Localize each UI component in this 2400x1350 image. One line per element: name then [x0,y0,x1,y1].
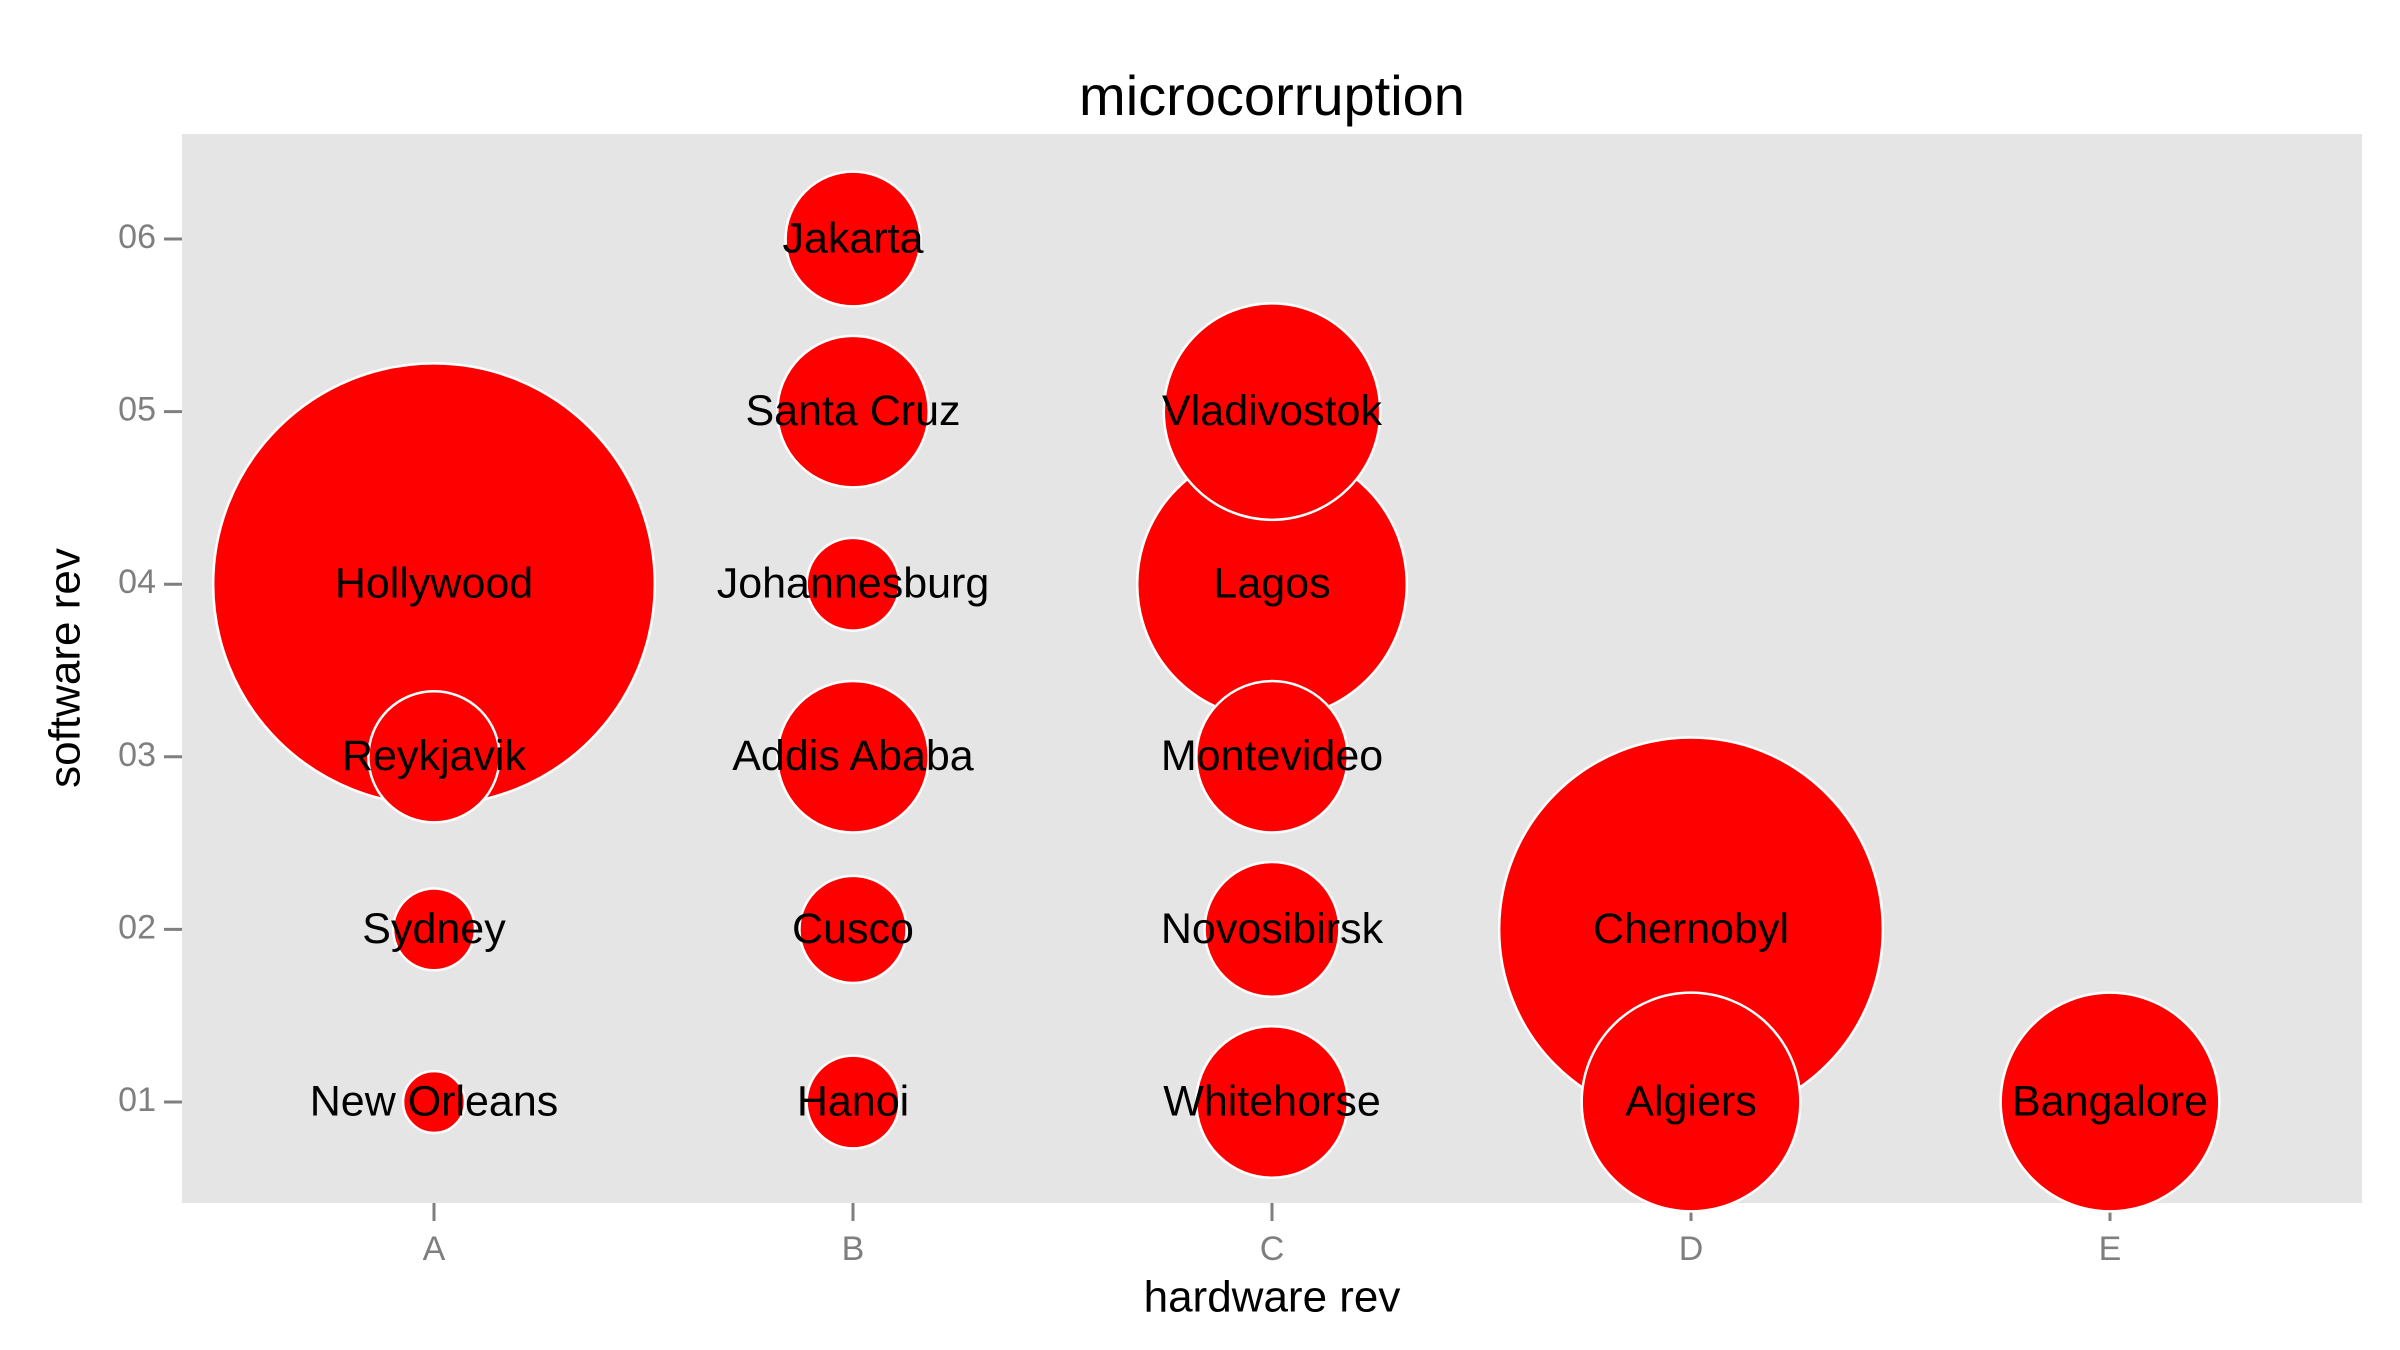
x-tick-label: E [2099,1230,2122,1268]
y-tick-label: 05 [118,391,156,429]
chart-title: microcorruption [1079,64,1465,127]
bubble [784,170,922,308]
y-tick-label: 04 [118,563,156,601]
bubble-label: Johannesburg [717,560,990,608]
bubble-label: Santa Cruz [745,387,960,435]
bubble-label: Addis Ababa [732,732,974,780]
bubble [401,1069,467,1135]
bubble-label: Chernobyl [1593,905,1789,953]
y-tick-label: 03 [118,736,156,774]
x-tick-label: A [423,1230,446,1268]
bubble [367,689,501,824]
x-axis-title: hardware rev [1144,1273,1401,1322]
bubble-label: Cusco [792,905,914,953]
bubble-label: Novosibirsk [1161,905,1384,953]
bubble-label: Reykjavik [342,732,526,780]
bubble [776,679,930,834]
bubble-label: Lagos [1213,560,1330,608]
y-tick-label: 02 [118,908,156,946]
bubble [798,874,908,985]
bubble [1195,1025,1349,1179]
x-tick-label: B [842,1230,865,1268]
bubble [391,887,477,972]
bubble-label: Sydney [362,905,506,953]
bubble-label: Hollywood [335,560,533,608]
bubble [1580,991,1802,1213]
bubble [1203,860,1341,999]
bubble-label: Jakarta [782,214,923,262]
bubble [805,1054,901,1150]
bubble-label: Bangalore [2012,1077,2208,1125]
bubble [776,334,930,489]
bubble-label: Montevideo [1161,732,1383,780]
bubble-label: Whitehorse [1163,1077,1380,1125]
bubble-label: Hanoi [797,1077,909,1125]
y-tick-label: 01 [118,1081,156,1119]
bubble [805,536,901,632]
bubble-label: New Orleans [310,1077,559,1125]
x-tick-label: C [1260,1230,1285,1268]
bubble-label: Vladivostok [1162,387,1382,435]
y-axis-title: software rev [41,548,90,788]
bubble-label: Algiers [1625,1077,1756,1125]
bubble [1162,302,1382,522]
bubble [1999,991,2221,1213]
bubble [1195,679,1349,834]
x-tick-label: D [1679,1230,1704,1268]
y-tick-label: 06 [118,218,156,256]
